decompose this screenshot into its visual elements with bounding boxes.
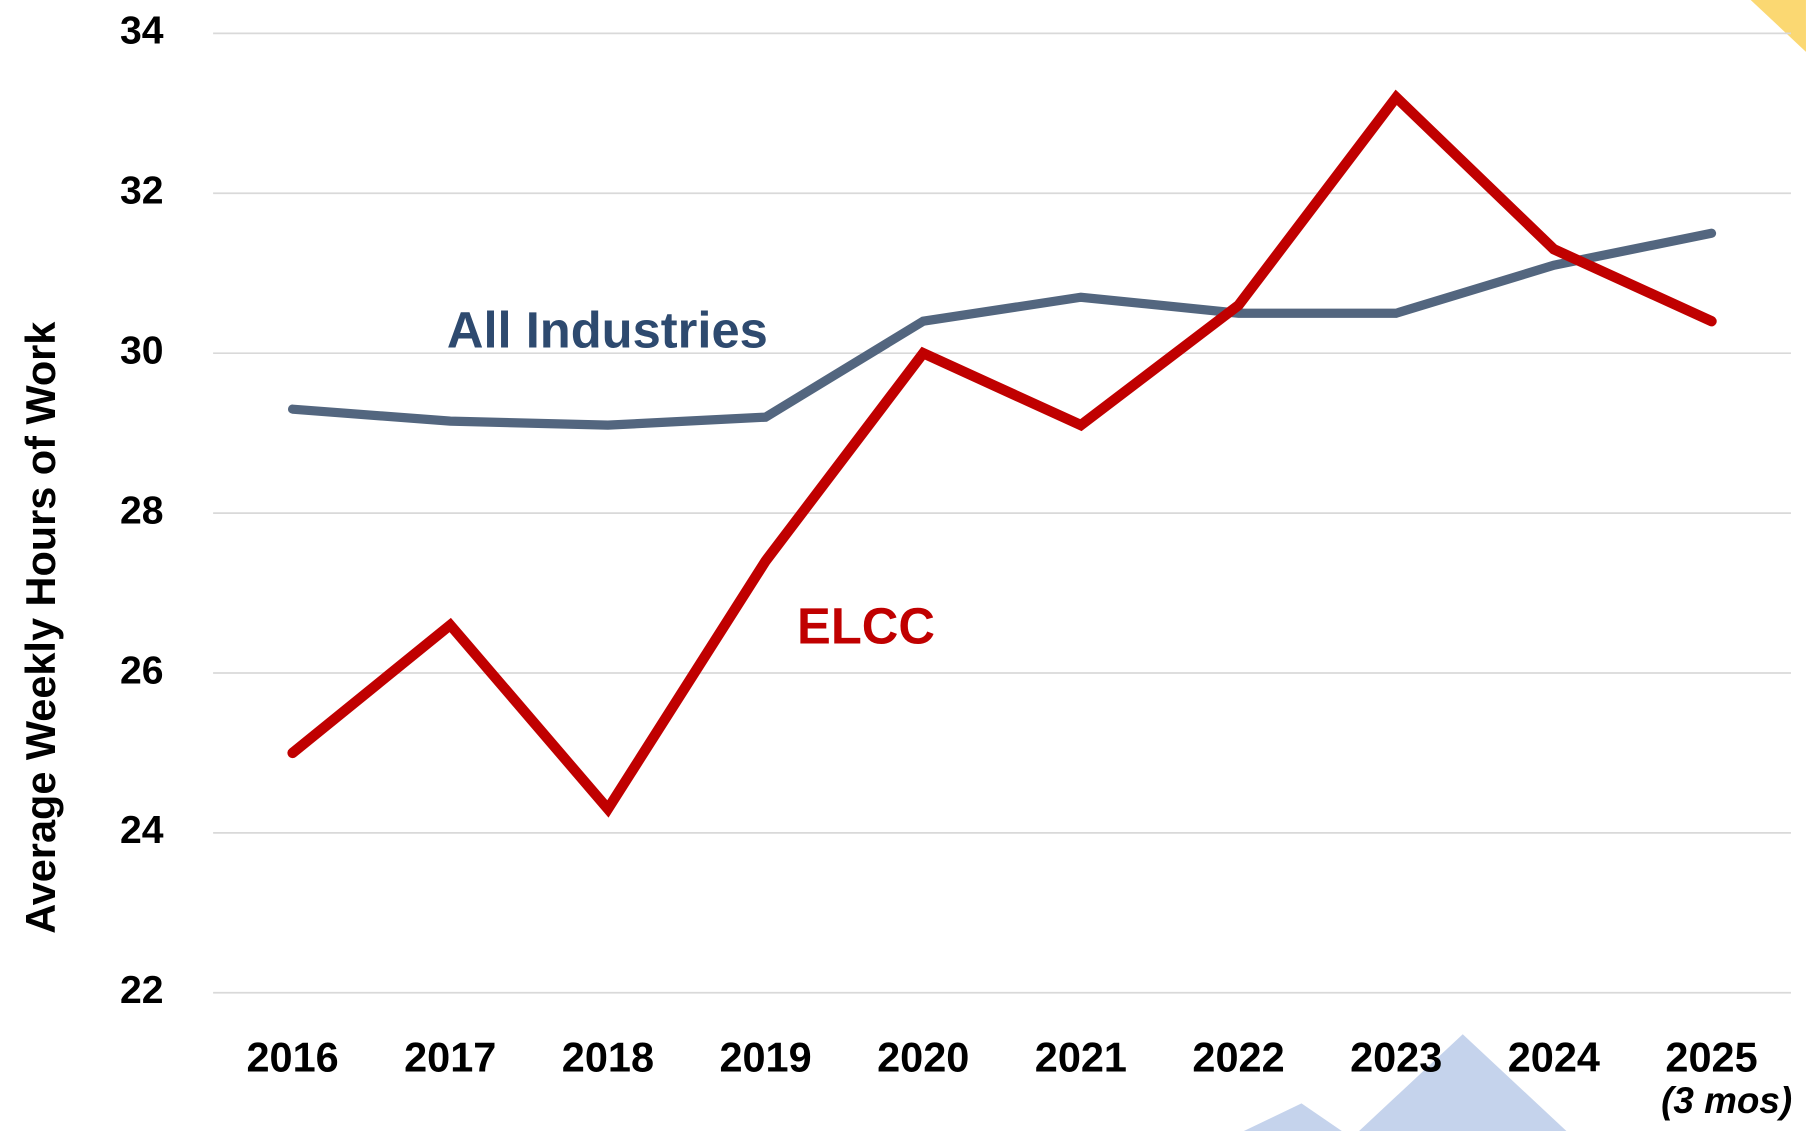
x-tick-label: 2021 (1035, 1034, 1127, 1081)
y-axis-label: Average Weekly Hours of Work (17, 321, 64, 934)
plot-area: 22 24 26 28 30 32 34 2016 2017 2018 2019 2020 2021 20… (120, 10, 1791, 1081)
x-tick-label: 2017 (404, 1034, 496, 1081)
x-tick-label: 2018 (562, 1034, 654, 1081)
y-tick-label: 24 (120, 809, 164, 852)
x-tick-label: 2016 (246, 1034, 338, 1081)
x-tick-label: 2023 (1350, 1034, 1442, 1081)
annotation: (3 mos) (1661, 1080, 1792, 1121)
series-label: All Industries (447, 301, 768, 358)
y-tick-label: 30 (120, 330, 164, 373)
y-tick-label: 32 (120, 170, 164, 213)
series-label: ELCC (797, 597, 935, 654)
series-line (287, 228, 1717, 430)
y-tick-label: 26 (120, 649, 164, 692)
y-tick-label: 34 (120, 10, 164, 53)
y-tick-label: 28 (120, 489, 164, 532)
y-tick-label: 22 (120, 969, 164, 1012)
x-tick-label: 2024 (1508, 1034, 1600, 1081)
series-line (287, 89, 1717, 818)
x-tick-label: 2020 (877, 1034, 969, 1081)
decor-triangle (1750, 0, 1806, 52)
decor-triangle (1359, 1034, 1567, 1131)
x-tick-label: 2019 (719, 1034, 811, 1081)
decor-triangle (1243, 1103, 1342, 1131)
x-tick-label: 2025 (1665, 1034, 1757, 1081)
x-tick-label: 2022 (1192, 1034, 1284, 1081)
